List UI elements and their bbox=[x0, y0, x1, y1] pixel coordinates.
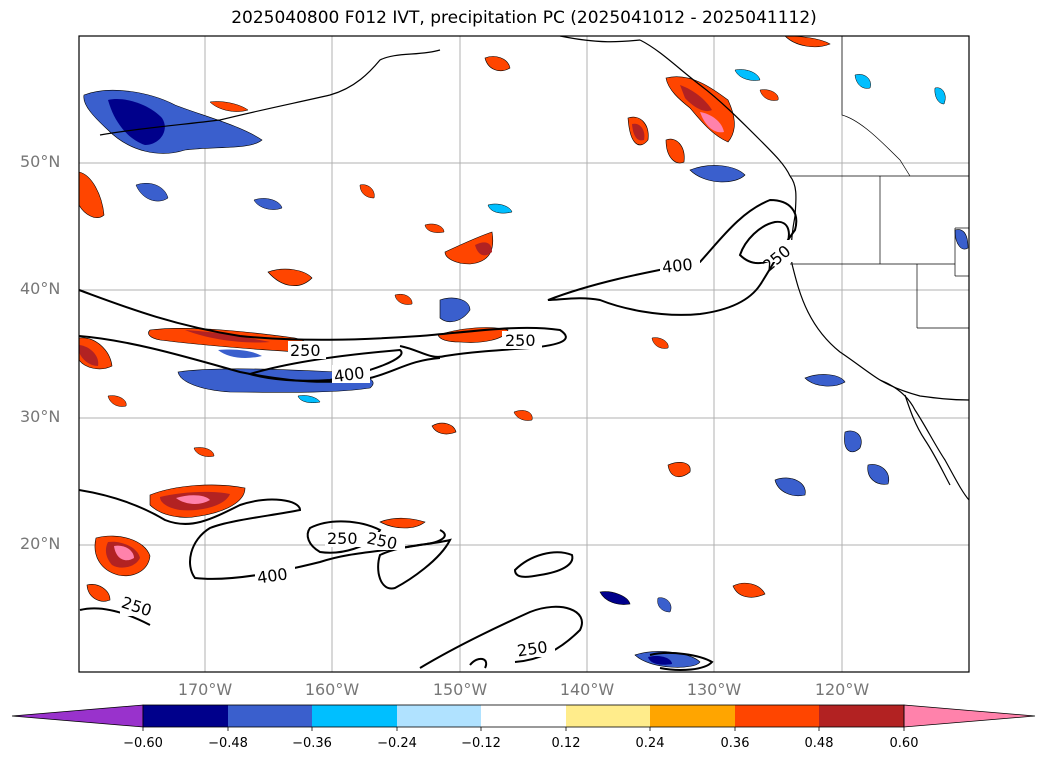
colorbar-segment bbox=[735, 705, 819, 727]
contour-label: 400 bbox=[333, 363, 366, 386]
colorbar-tick-label: 0.60 bbox=[889, 736, 919, 751]
contour-label: 250 bbox=[290, 341, 321, 360]
colorbar-tick-label: −0.48 bbox=[208, 736, 248, 751]
colorbar-segment bbox=[312, 705, 397, 727]
lon-label: 150°W bbox=[432, 680, 488, 699]
lat-label: 20°N bbox=[20, 534, 61, 553]
colorbar-segment bbox=[143, 705, 228, 727]
lat-label: 40°N bbox=[20, 279, 61, 298]
contour-label: 250 bbox=[505, 331, 536, 350]
colorbar-segment bbox=[397, 705, 481, 727]
colorbar-segment bbox=[481, 705, 566, 727]
lat-label: 30°N bbox=[20, 407, 61, 426]
lat-label: 50°N bbox=[20, 152, 61, 171]
colorbar-tick-label: 0.48 bbox=[804, 736, 834, 751]
contour-label: 400 bbox=[661, 255, 693, 277]
map-frame bbox=[78, 35, 970, 673]
precip-positive-areas bbox=[79, 36, 831, 602]
colorbar-extend-low bbox=[11, 704, 144, 728]
colorbar-segment bbox=[228, 705, 312, 727]
colorbar-tick-label: −0.36 bbox=[292, 736, 332, 751]
contour-label: 400 bbox=[256, 564, 289, 587]
colorbar-tick-label: −0.24 bbox=[377, 736, 417, 751]
precip-negative-areas bbox=[83, 69, 969, 668]
contour-label: 250 bbox=[327, 529, 358, 548]
colorbar-tick-label: 0.24 bbox=[635, 736, 665, 751]
state-borders bbox=[790, 36, 969, 329]
colorbar bbox=[11, 704, 1036, 731]
contour-labels: 250 400 250 400 250 250 250 400 250 250 bbox=[119, 240, 794, 660]
map-title: 2025040800 F012 IVT, precipitation PC (2… bbox=[231, 8, 817, 28]
colorbar-segment bbox=[566, 705, 650, 727]
colorbar-tick-label: −0.60 bbox=[123, 736, 163, 751]
colorbar-tick-label: 0.12 bbox=[551, 736, 581, 751]
contour-label: 250 bbox=[516, 637, 549, 660]
colorbar-tick-label: −0.12 bbox=[461, 736, 501, 751]
lon-label: 160°W bbox=[304, 680, 360, 699]
lon-label: 120°W bbox=[814, 680, 870, 699]
lon-label: 140°W bbox=[559, 680, 615, 699]
colorbar-tick-label: 0.36 bbox=[720, 736, 750, 751]
colorbar-extend-high bbox=[903, 704, 1036, 728]
colorbar-segment bbox=[819, 705, 904, 727]
coastlines bbox=[99, 36, 969, 501]
colorbar-segment bbox=[650, 705, 735, 727]
lon-label: 170°W bbox=[177, 680, 233, 699]
lon-label: 130°W bbox=[686, 680, 742, 699]
